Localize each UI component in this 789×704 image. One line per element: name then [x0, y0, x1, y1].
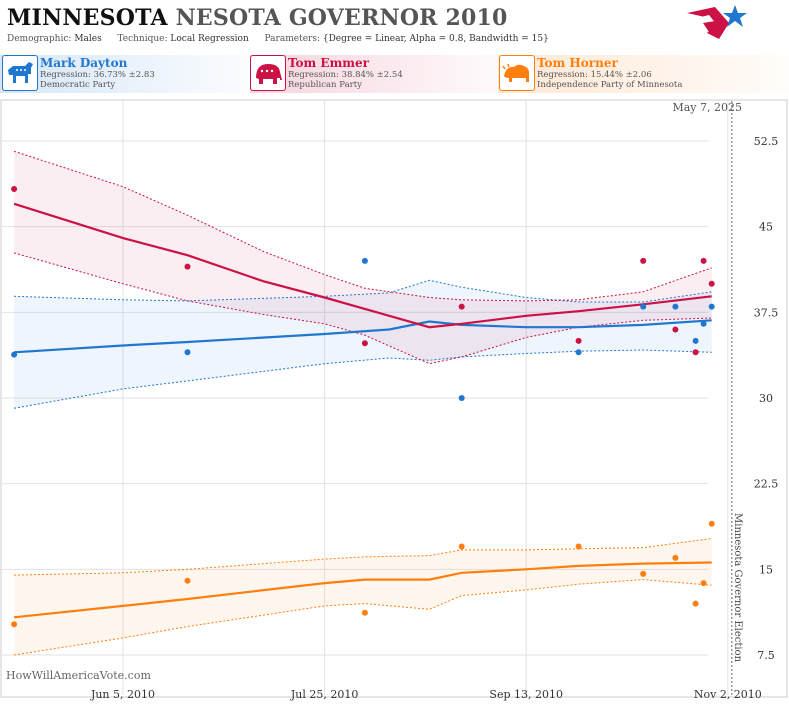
candidate-regression: Regression: 36.73% ±2.83 [40, 70, 155, 80]
poll-point [458, 395, 465, 401]
poll-point [11, 351, 18, 358]
plot-frame [0, 99, 788, 698]
confidence-bounds [13, 150, 712, 656]
lower-bound-line [14, 579, 712, 656]
election-label: Minnesota Governor Election [732, 513, 743, 663]
poll-point [184, 263, 191, 270]
poll-point [672, 303, 679, 310]
poll-point [640, 257, 647, 264]
watermark: HowWillAmericaVote.com [6, 669, 151, 682]
poll-point [361, 609, 368, 616]
bison-icon [499, 55, 535, 91]
poll-point [692, 600, 699, 607]
parameters-value: {Degree = Linear, Alpha = 0.8, Bandwidth… [322, 34, 549, 44]
elephant-icon [250, 55, 286, 91]
x-tick-label: Jun 5, 2010 [90, 688, 155, 701]
poll-point [361, 257, 368, 264]
candidate-legend: Mark Dayton Regression: 36.73% ±2.83 Dem… [0, 55, 789, 95]
y-tick-label: 45 [759, 221, 773, 234]
date-label: May 7, 2025 [672, 101, 742, 114]
poll-points [11, 186, 715, 628]
candidate-name: Mark Dayton [40, 56, 128, 70]
poll-point [575, 337, 582, 344]
y-tick-label: 7.5 [757, 649, 775, 662]
trend-line [13, 202, 712, 329]
regression-chart: 7.5 15 22.5 30 37.5 45 52.5 Jun 5, 2010 Jul 25, … [0, 99, 788, 701]
legend-background [0, 55, 789, 93]
upper-bound-line [13, 150, 712, 302]
demographic-value: Males [74, 34, 102, 44]
poll-point [700, 257, 707, 264]
poll-point [640, 303, 647, 310]
y-tick-label: 37.5 [754, 306, 779, 319]
candidate-emmer: Tom Emmer Regression: 38.84% ±2.54 Repub… [250, 55, 496, 93]
poll-point [700, 580, 707, 587]
candidate-name: Tom Emmer [288, 56, 369, 70]
candidate-party: Democratic Party [40, 80, 116, 90]
poll-point [11, 621, 18, 628]
technique-label: Technique: [117, 34, 168, 44]
poll-point [640, 570, 647, 577]
confidence-band [14, 151, 712, 364]
technique-value: Local Regression [170, 34, 249, 44]
trend-lines [13, 202, 712, 619]
chart-header: MINNESOTA NESOTA GOVERNOR 2010 Demograph… [0, 0, 789, 50]
trend-line [14, 319, 712, 354]
upper-bound-line [14, 279, 712, 303]
candidate-party: Independence Party of Minnesota [537, 80, 683, 90]
page-title: MINNESOTA NESOTA GOVERNOR 2010 [7, 5, 508, 31]
title-state: MINNESOTA [7, 5, 168, 31]
x-tick-label: Jul 25, 2010 [290, 688, 359, 701]
poll-point [692, 349, 699, 356]
lower-bound-line [14, 349, 712, 409]
poll-point [672, 554, 679, 561]
axes: 7.5 15 22.5 30 37.5 45 52.5 Jun 5, 2010 Jul 25, … [90, 101, 778, 701]
x-tick-label: Nov 2, 2010 [694, 688, 762, 701]
poll-point [672, 326, 679, 333]
poll-point [458, 303, 465, 310]
candidate-horner: Tom Horner Regression: 15.44% ±2.06 Inde… [499, 55, 787, 93]
poll-point [184, 349, 191, 356]
candidate-dayton: Mark Dayton Regression: 36.73% ±2.83 Dem… [2, 55, 248, 93]
flag-star-icon [687, 5, 747, 39]
poll-point [708, 280, 715, 287]
candidate-regression: Regression: 15.44% ±2.06 [537, 70, 652, 80]
poll-point [184, 577, 191, 584]
poll-point [700, 320, 707, 327]
poll-point [708, 303, 715, 310]
poll-point [575, 543, 582, 550]
poll-point [708, 520, 715, 527]
candidate-party: Republican Party [288, 80, 362, 90]
donkey-icon [2, 55, 38, 91]
y-tick-label: 15 [759, 563, 773, 576]
x-tick-label: Sep 13, 2010 [489, 688, 563, 701]
y-tick-label: 52.5 [754, 135, 779, 148]
candidate-regression: Regression: 38.84% ±2.54 [288, 70, 403, 80]
poll-point [11, 186, 18, 192]
poll-point [361, 340, 368, 347]
poll-point [575, 349, 582, 356]
y-tick-label: 30 [759, 392, 773, 405]
y-tick-label: 22.5 [754, 478, 779, 491]
title-race: NESOTA GOVERNOR 2010 [175, 5, 508, 31]
trend-line [13, 561, 712, 619]
grid [2, 101, 729, 695]
demographic-label: Demographic: [7, 34, 72, 44]
parameters-label: Parameters: [264, 34, 320, 44]
parameters-line: Demographic: Males Technique: Local Regr… [7, 34, 549, 44]
candidate-name: Tom Horner [537, 56, 618, 70]
confidence-band [14, 538, 712, 655]
lower-bound-line [13, 252, 712, 365]
poll-point [458, 543, 465, 550]
poll-point [692, 337, 699, 344]
